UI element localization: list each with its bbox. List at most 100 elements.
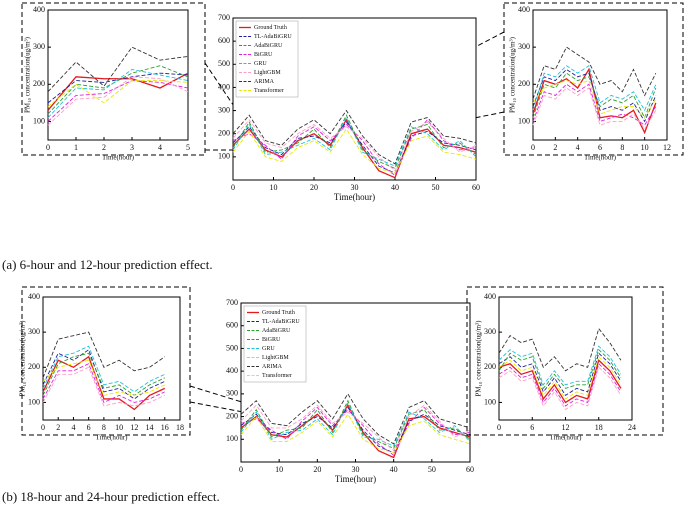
legend-box [243, 305, 307, 383]
x-tick-label: 2 [553, 143, 557, 152]
x-tick-label: 10 [115, 423, 123, 432]
legend-label: AdaBiGRU [262, 328, 291, 334]
y-tick-label: 200 [33, 79, 45, 88]
series-line [532, 72, 657, 119]
legend-label: TL-AdaBiGRU [254, 34, 292, 40]
caption: (a) 6-hour and 12-hour prediction effect… [2, 257, 213, 272]
y-tick-label: 700 [226, 298, 238, 307]
series-line [498, 348, 622, 390]
series-line [498, 366, 622, 411]
series-line [47, 72, 189, 111]
x-tick-label: 2 [56, 423, 60, 432]
series-line [47, 80, 189, 107]
series-line [240, 401, 471, 447]
series-line [240, 413, 471, 454]
y-tick-label: 300 [226, 389, 238, 398]
x-axis-label: Time(hour) [334, 192, 375, 202]
series-line [232, 114, 477, 170]
y-tick-label: 100 [518, 116, 530, 125]
y-tick-label: 300 [33, 42, 45, 51]
legend-label: LightGBM [254, 70, 281, 76]
inset-frame [503, 2, 684, 156]
x-tick-label: 10 [641, 143, 649, 152]
y-tick-label: 100 [33, 116, 45, 125]
x-tick-label: 3 [130, 143, 134, 152]
y-tick-label: 300 [484, 327, 496, 336]
y-tick-label: 200 [28, 362, 40, 371]
series-line [232, 119, 477, 172]
legend-box [235, 20, 299, 98]
x-axis-label: Time(hour) [335, 474, 376, 484]
series-line [42, 355, 166, 411]
connector [189, 401, 313, 426]
x-tick-label: 12 [562, 423, 570, 432]
series-line [498, 352, 622, 397]
y-tick-label: 700 [218, 13, 230, 22]
plot-frame [47, 9, 189, 141]
legend-label: Ground Truth [254, 25, 287, 31]
y-tick-label: 400 [218, 82, 230, 91]
x-tick-label: 30 [351, 183, 359, 192]
legend-label: GRU [262, 346, 275, 352]
x-tick-label: 0 [531, 143, 535, 152]
y-tick-label: 100 [484, 397, 496, 406]
x-axis-label: Time(hour) [549, 434, 582, 442]
series-line [47, 65, 189, 115]
series-line [42, 345, 165, 393]
x-tick-label: 40 [391, 183, 399, 192]
legend-label: ARIMA [262, 364, 283, 370]
x-tick-label: 0 [231, 183, 235, 192]
plot-frame [498, 296, 633, 421]
x-tick-label: 1 [74, 143, 78, 152]
x-axis-label: Time(hour) [102, 154, 135, 162]
y-tick-label: 300 [28, 327, 40, 336]
connector [204, 62, 253, 134]
legend-label: Ground Truth [262, 310, 295, 316]
x-tick-label: 8 [620, 143, 624, 152]
y-tick-label: 500 [218, 59, 230, 68]
inset-frame [21, 286, 191, 436]
series-line [42, 359, 165, 396]
series-line [498, 362, 622, 407]
y-tick-label: 100 [218, 152, 230, 161]
x-axis-label: Time(hour) [95, 434, 128, 442]
y-tick-label: 500 [226, 343, 238, 352]
x-axis-label: Time(hour) [584, 154, 617, 162]
legend-label: GRU [254, 61, 267, 67]
x-tick-label: 12 [130, 423, 138, 432]
x-tick-label: 8 [102, 423, 106, 432]
x-tick-label: 20 [310, 183, 318, 192]
series-line [532, 65, 657, 112]
series-line [498, 327, 622, 372]
x-tick-label: 0 [46, 143, 50, 152]
series-line [42, 349, 165, 400]
series-line [47, 80, 189, 122]
x-tick-label: 4 [158, 143, 162, 152]
x-tick-label: 4 [71, 423, 75, 432]
series-line [532, 68, 657, 123]
series-line [42, 352, 165, 396]
series-line [47, 76, 189, 126]
series-line [240, 406, 471, 456]
legend-label: BiGRU [254, 52, 273, 58]
series-line [42, 366, 165, 407]
y-tick-label: 300 [218, 105, 230, 114]
caption: (b) 18-hour and 24-hour prediction effec… [2, 489, 220, 504]
y-axis-label: PM₁₀ concentration(ug/m³) [475, 320, 483, 397]
series-line [42, 363, 165, 404]
inset-frame [21, 2, 206, 156]
y-tick-label: 400 [518, 5, 530, 14]
x-tick-label: 0 [239, 465, 243, 474]
x-tick-label: 50 [428, 465, 436, 474]
x-tick-label: 18 [176, 423, 184, 432]
x-tick-label: 10 [270, 183, 278, 192]
y-tick-label: 400 [484, 292, 496, 301]
series-line [232, 109, 477, 165]
y-tick-label: 100 [226, 434, 238, 443]
legend-label: TL-AdaBiGRU [262, 319, 300, 325]
x-tick-label: 4 [576, 143, 580, 152]
x-tick-label: 20 [313, 465, 321, 474]
y-tick-label: 200 [218, 129, 230, 138]
x-tick-label: 10 [275, 465, 283, 474]
